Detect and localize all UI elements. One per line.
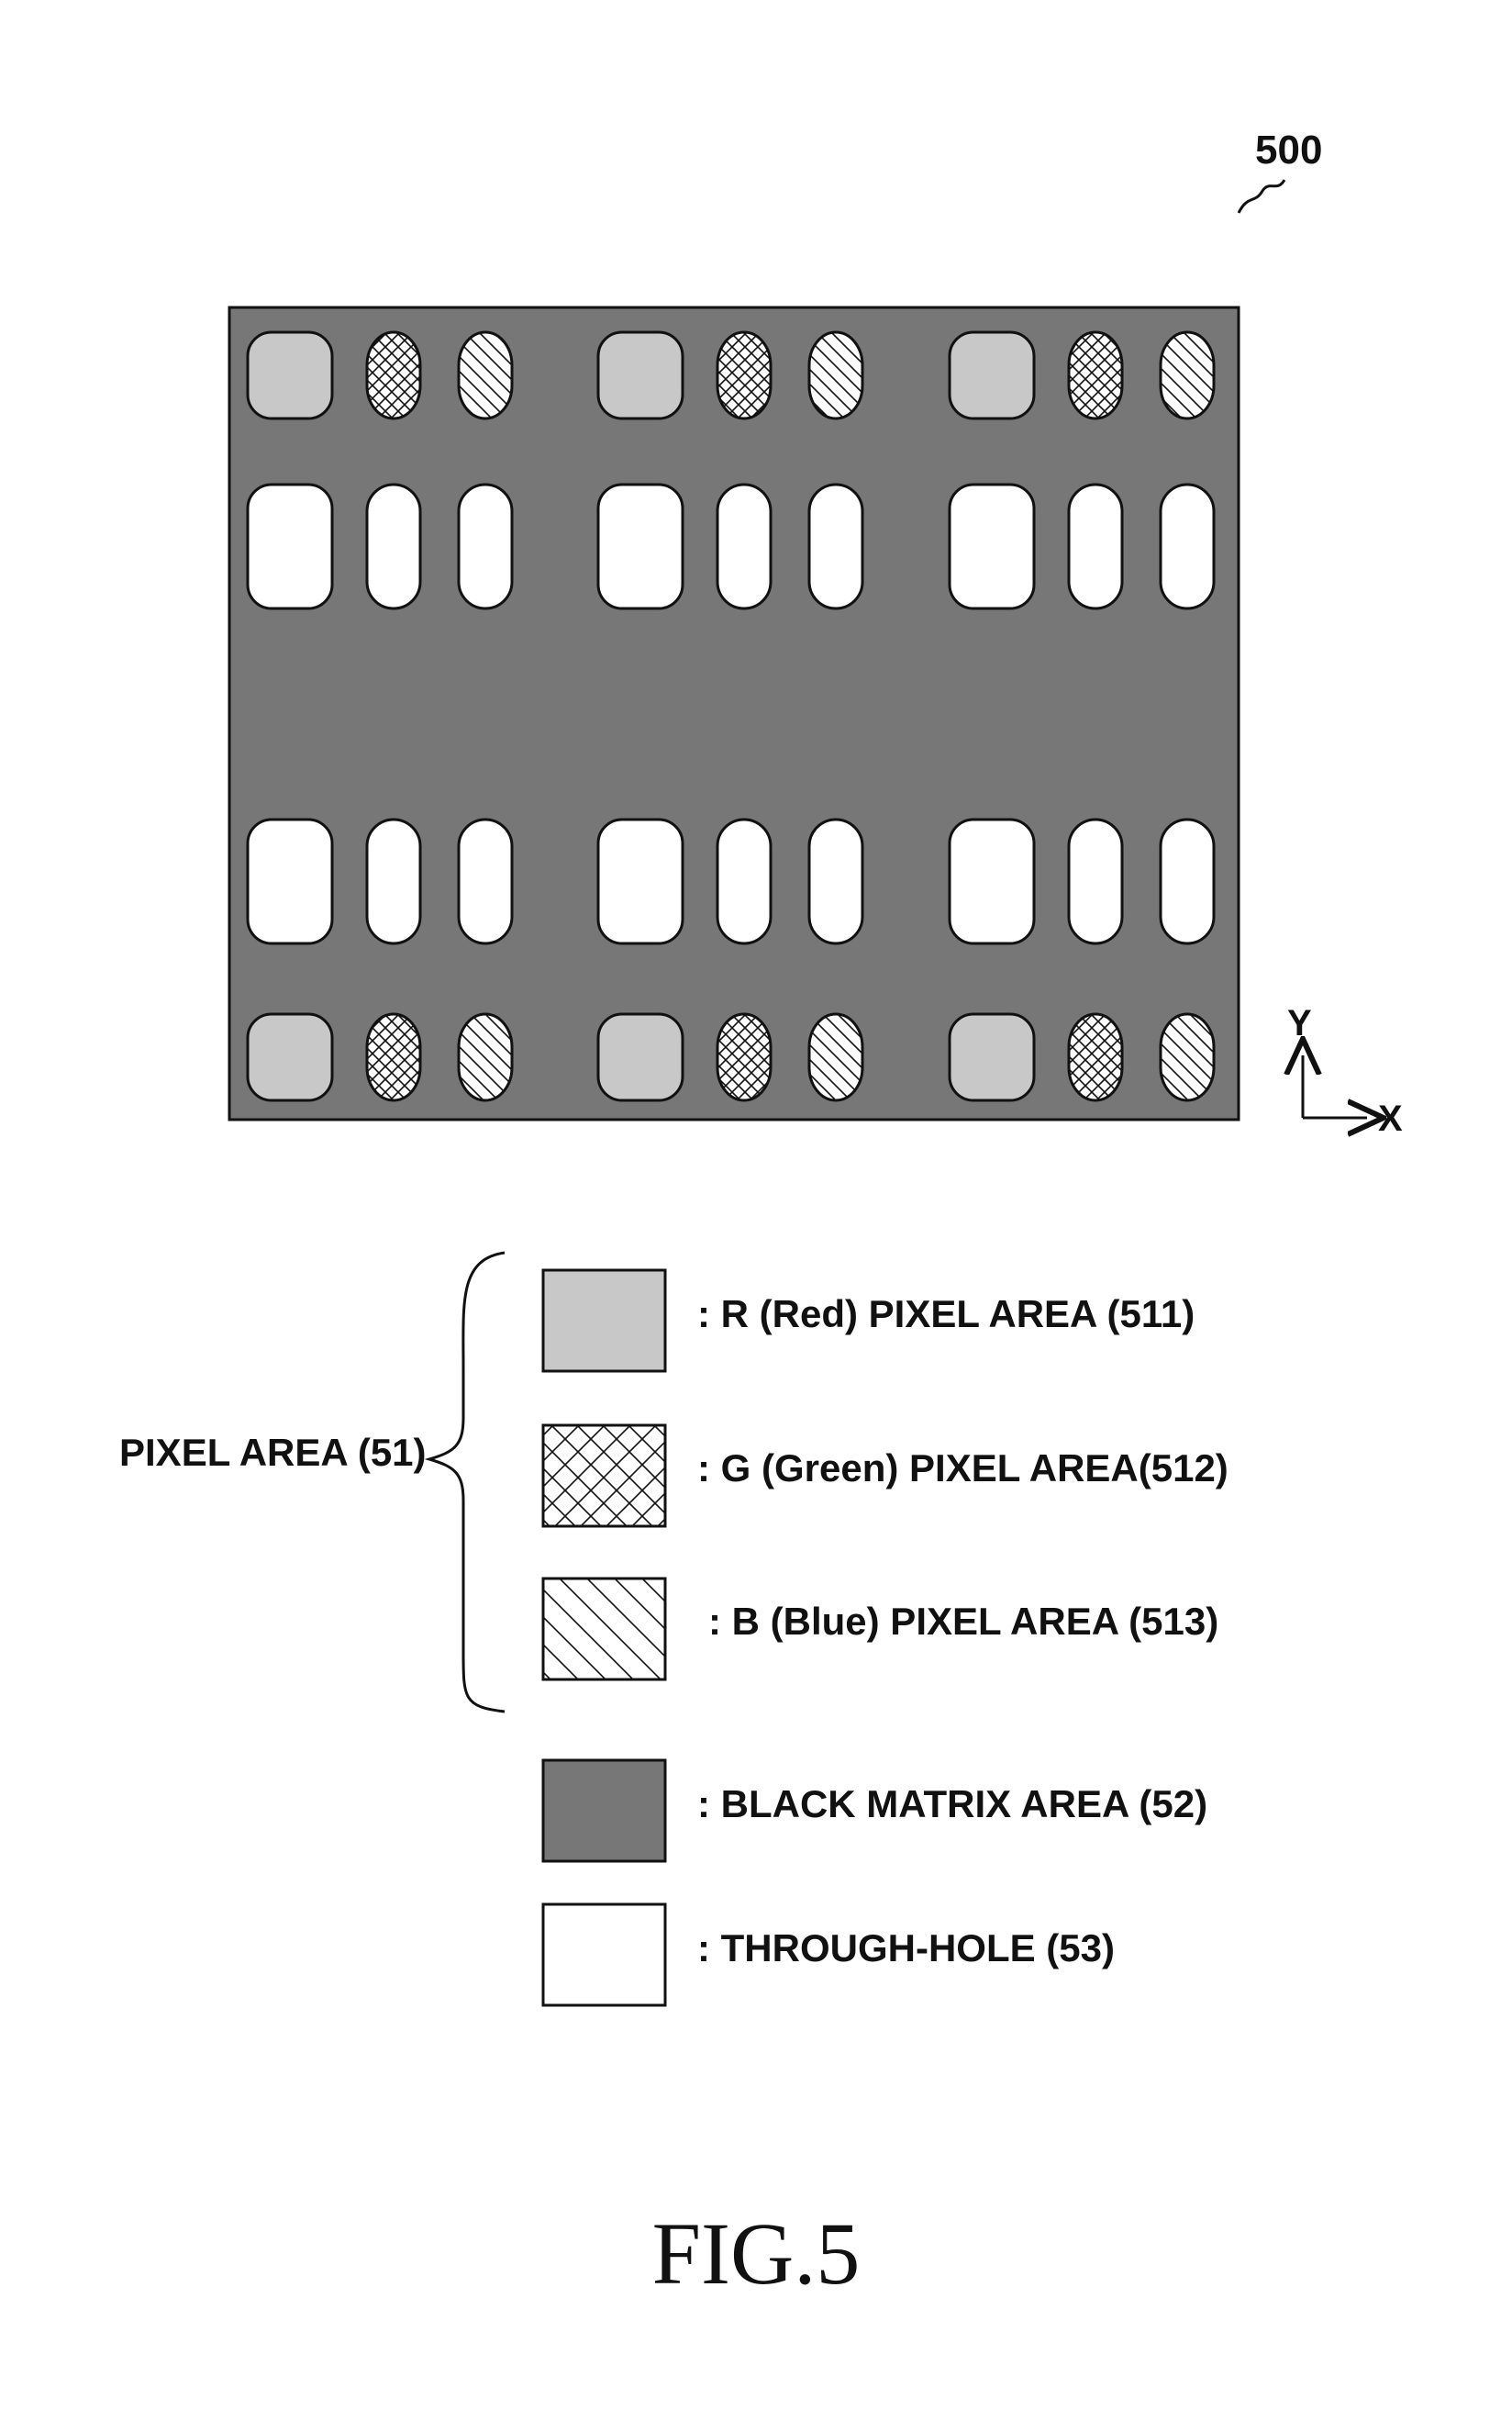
through-hole (598, 820, 683, 943)
leader-squiggle (1239, 180, 1284, 213)
through-hole (717, 820, 771, 943)
legend-swatch-red (543, 1270, 665, 1371)
x-axis-label: X (1378, 1099, 1403, 1139)
through-hole (1069, 820, 1122, 943)
legend-swatch-green (543, 1425, 665, 1526)
red-pixel (598, 1014, 683, 1100)
green-pixel (1069, 1014, 1122, 1100)
legend-label-red: : R (Red) PIXEL AREA (511) (697, 1292, 1195, 1335)
blue-pixel (1161, 332, 1214, 418)
red-pixel (248, 332, 332, 418)
through-hole (248, 820, 332, 943)
red-pixel (248, 1014, 332, 1100)
through-hole (459, 485, 512, 608)
through-hole (950, 485, 1034, 608)
green-pixel (1069, 332, 1122, 418)
legend-label-black-matrix: : BLACK MATRIX AREA (52) (697, 1782, 1207, 1825)
through-hole (717, 485, 771, 608)
red-pixel (598, 332, 683, 418)
through-hole (367, 820, 420, 943)
green-pixel (717, 1014, 771, 1100)
black-matrix-panel (229, 307, 1239, 1120)
green-pixel (367, 1014, 420, 1100)
legend-swatch-black-matrix (543, 1760, 665, 1861)
through-hole (950, 820, 1034, 943)
through-hole (1069, 485, 1122, 608)
y-axis-label: Y (1287, 1003, 1312, 1043)
red-pixel (950, 1014, 1034, 1100)
green-pixel (717, 332, 771, 418)
red-pixel (950, 332, 1034, 418)
legend-swatch-blue (543, 1579, 665, 1679)
legend-label-blue: : B (Blue) PIXEL AREA (513) (708, 1600, 1218, 1643)
through-hole (1161, 820, 1214, 943)
reference-numeral: 500 (1255, 128, 1322, 173)
through-hole (459, 820, 512, 943)
blue-pixel (809, 332, 862, 418)
through-hole (809, 820, 862, 943)
pixel-area-group-label: PIXEL AREA (51) (119, 1431, 427, 1474)
through-hole (1161, 485, 1214, 608)
blue-pixel (459, 1014, 512, 1100)
blue-pixel (809, 1014, 862, 1100)
through-hole (367, 485, 420, 608)
through-hole (248, 485, 332, 608)
through-hole (598, 485, 683, 608)
pixel-area-brace (429, 1253, 505, 1712)
figure-caption: FIG.5 (652, 2204, 861, 2303)
green-pixel (367, 332, 420, 418)
blue-pixel (459, 332, 512, 418)
legend-label-through-hole: : THROUGH-HOLE (53) (697, 1926, 1115, 1969)
legend-label-green: : G (Green) PIXEL AREA(512) (697, 1446, 1228, 1489)
legend-swatch-through-hole (543, 1904, 665, 2005)
through-hole (809, 485, 862, 608)
blue-pixel (1161, 1014, 1214, 1100)
